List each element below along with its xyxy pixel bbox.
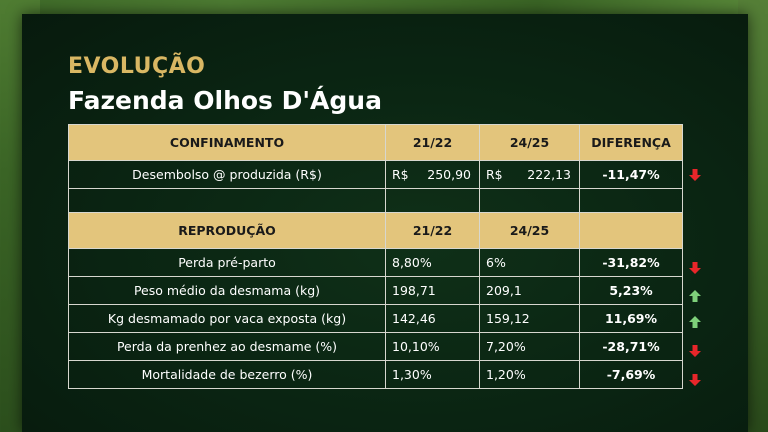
slide-kicker: EVOLUÇÃO bbox=[68, 54, 206, 79]
confinamento-header-col2: 24/25 bbox=[479, 124, 580, 161]
arrow-down-icon bbox=[688, 373, 702, 387]
row-value-2122: 1,30% bbox=[385, 360, 480, 389]
row-value-2425: 7,20% bbox=[479, 332, 580, 361]
row-value-2425: 6% bbox=[479, 248, 580, 277]
row-label: Kg desmamado por vaca exposta (kg) bbox=[68, 304, 386, 333]
row-difference: 11,69% bbox=[579, 304, 683, 333]
arrow-down-icon bbox=[688, 168, 702, 182]
row-value-2122: 142,46 bbox=[385, 304, 480, 333]
row-amount: 222,13 bbox=[527, 167, 571, 182]
confinamento-header-col1: 21/22 bbox=[385, 124, 480, 161]
table-row: Mortalidade de bezerro (%) 1,30% 1,20% -… bbox=[68, 360, 683, 389]
spacer-cell bbox=[579, 188, 683, 213]
reproducao-header-col1: 21/22 bbox=[385, 212, 480, 249]
row-value-2425: 159,12 bbox=[479, 304, 580, 333]
row-amount: 250,90 bbox=[427, 167, 471, 182]
row-label: Desembolso @ produzida (R$) bbox=[68, 160, 386, 189]
background-top-band bbox=[0, 0, 768, 16]
confinamento-header-row: CONFINAMENTO 21/22 24/25 DIFERENÇA bbox=[68, 124, 683, 161]
evolution-table: CONFINAMENTO 21/22 24/25 DIFERENÇA Desem… bbox=[68, 124, 683, 389]
row-difference: -11,47% bbox=[579, 160, 683, 189]
row-difference: -28,71% bbox=[579, 332, 683, 361]
currency-symbol: R$ bbox=[392, 167, 409, 182]
row-label: Peso médio da desmama (kg) bbox=[68, 276, 386, 305]
reproducao-header-col3 bbox=[579, 212, 683, 249]
row-difference: 5,23% bbox=[579, 276, 683, 305]
confinamento-header-col3: DIFERENÇA bbox=[579, 124, 683, 161]
table-row: Desembolso @ produzida (R$) R$ 250,90 R$… bbox=[68, 160, 683, 189]
row-value-2122: 198,71 bbox=[385, 276, 480, 305]
table-row: Kg desmamado por vaca exposta (kg) 142,4… bbox=[68, 304, 683, 333]
confinamento-header-label: CONFINAMENTO bbox=[68, 124, 386, 161]
reproducao-header-row: REPRODUÇÃO 21/22 24/25 bbox=[68, 212, 683, 249]
spacer-cell bbox=[479, 188, 580, 213]
row-label: Perda da prenhez ao desmame (%) bbox=[68, 332, 386, 361]
row-difference: -31,82% bbox=[579, 248, 683, 277]
table-row: Peso médio da desmama (kg) 198,71 209,1 … bbox=[68, 276, 683, 305]
table-row: Perda da prenhez ao desmame (%) 10,10% 7… bbox=[68, 332, 683, 361]
arrow-down-icon bbox=[688, 344, 702, 358]
spacer-cell bbox=[68, 188, 386, 213]
reproducao-header-col2: 24/25 bbox=[479, 212, 580, 249]
table-row: Perda pré-parto 8,80% 6% -31,82% bbox=[68, 248, 683, 277]
row-value-2122: R$ 250,90 bbox=[385, 160, 480, 189]
reproducao-header-label: REPRODUÇÃO bbox=[68, 212, 386, 249]
row-value-2425: 1,20% bbox=[479, 360, 580, 389]
row-value-2425: 209,1 bbox=[479, 276, 580, 305]
spacer-row bbox=[68, 188, 683, 213]
currency-symbol: R$ bbox=[486, 167, 503, 182]
spacer-cell bbox=[385, 188, 480, 213]
arrow-up-icon bbox=[688, 315, 702, 329]
row-value-2122: 8,80% bbox=[385, 248, 480, 277]
row-value-2122: 10,10% bbox=[385, 332, 480, 361]
arrow-down-icon bbox=[688, 261, 702, 275]
row-label: Perda pré-parto bbox=[68, 248, 386, 277]
arrow-up-icon bbox=[688, 289, 702, 303]
slide-title: Fazenda Olhos D'Água bbox=[68, 86, 382, 115]
row-value-2425: R$ 222,13 bbox=[479, 160, 580, 189]
row-label: Mortalidade de bezerro (%) bbox=[68, 360, 386, 389]
row-difference: -7,69% bbox=[579, 360, 683, 389]
